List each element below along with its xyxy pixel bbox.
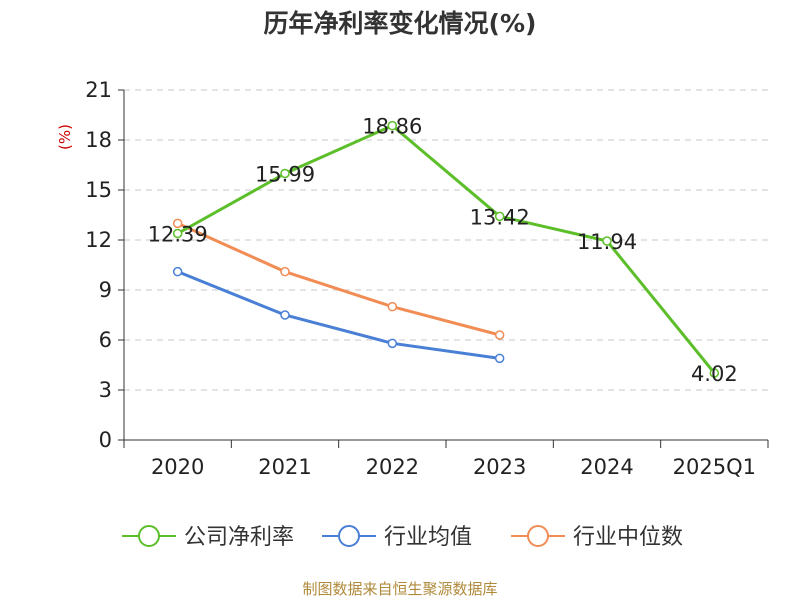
x-tick-label: 2024 bbox=[580, 455, 633, 479]
data-point bbox=[172, 218, 183, 229]
y-tick-label: 21 bbox=[85, 78, 112, 102]
source-note: 制图数据来自恒生聚源数据库 bbox=[302, 580, 498, 598]
data-point bbox=[494, 330, 505, 340]
series-0: 12.39 15.99 18.86 13.42 11.94 4.02 bbox=[148, 115, 738, 386]
data-label: 13.42 bbox=[470, 205, 530, 229]
legend-label: 行业中位数 bbox=[573, 525, 683, 550]
data-label: 11.94 bbox=[577, 230, 637, 254]
chart-title: 历年净利率变化情况(%) bbox=[263, 9, 537, 38]
x-tick-label: 2022 bbox=[366, 455, 419, 479]
data-point bbox=[172, 266, 183, 277]
data-point bbox=[280, 266, 290, 277]
y-tick-label: 6 bbox=[99, 328, 112, 352]
legend-item-1: 行业均值 bbox=[322, 525, 472, 550]
x-tick-label: 2021 bbox=[258, 455, 311, 479]
legend-marker bbox=[527, 525, 549, 547]
y-tick-label: 15 bbox=[85, 178, 112, 202]
data-label: 12.39 bbox=[148, 223, 208, 247]
y-tick-label: 18 bbox=[85, 128, 112, 152]
data-point bbox=[494, 353, 505, 364]
series-line bbox=[176, 123, 716, 374]
data-point bbox=[387, 120, 398, 131]
data-point bbox=[280, 310, 290, 320]
data-point bbox=[709, 368, 720, 378]
data-label: 18.86 bbox=[362, 115, 422, 139]
data-point bbox=[172, 228, 183, 239]
legend-marker bbox=[338, 525, 360, 547]
x-tick-label: 2023 bbox=[473, 455, 526, 479]
data-point bbox=[602, 236, 612, 246]
data-label: 4.02 bbox=[691, 362, 738, 386]
x-tick-label: 2025Q1 bbox=[673, 455, 756, 479]
y-tick-label: 12 bbox=[85, 228, 112, 252]
y-tick-label: 9 bbox=[99, 278, 112, 302]
legend-label: 行业均值 bbox=[384, 525, 472, 550]
data-point bbox=[387, 301, 398, 312]
data-point bbox=[387, 338, 398, 349]
legend-item-2: 行业中位数 bbox=[511, 525, 683, 550]
x-tick-label: 2020 bbox=[151, 455, 204, 479]
series-line bbox=[177, 221, 501, 337]
series-line bbox=[177, 270, 500, 360]
series-1 bbox=[172, 266, 505, 364]
legend-marker bbox=[138, 525, 160, 547]
data-point bbox=[280, 168, 290, 179]
series-2 bbox=[172, 218, 505, 340]
legend-item-0: 公司净利率 bbox=[122, 525, 294, 550]
legend-label: 公司净利率 bbox=[184, 525, 294, 550]
data-point bbox=[494, 211, 505, 222]
y-tick-label: 3 bbox=[99, 378, 112, 402]
data-label: 15.99 bbox=[255, 163, 315, 187]
y-tick-label: 0 bbox=[99, 428, 112, 452]
